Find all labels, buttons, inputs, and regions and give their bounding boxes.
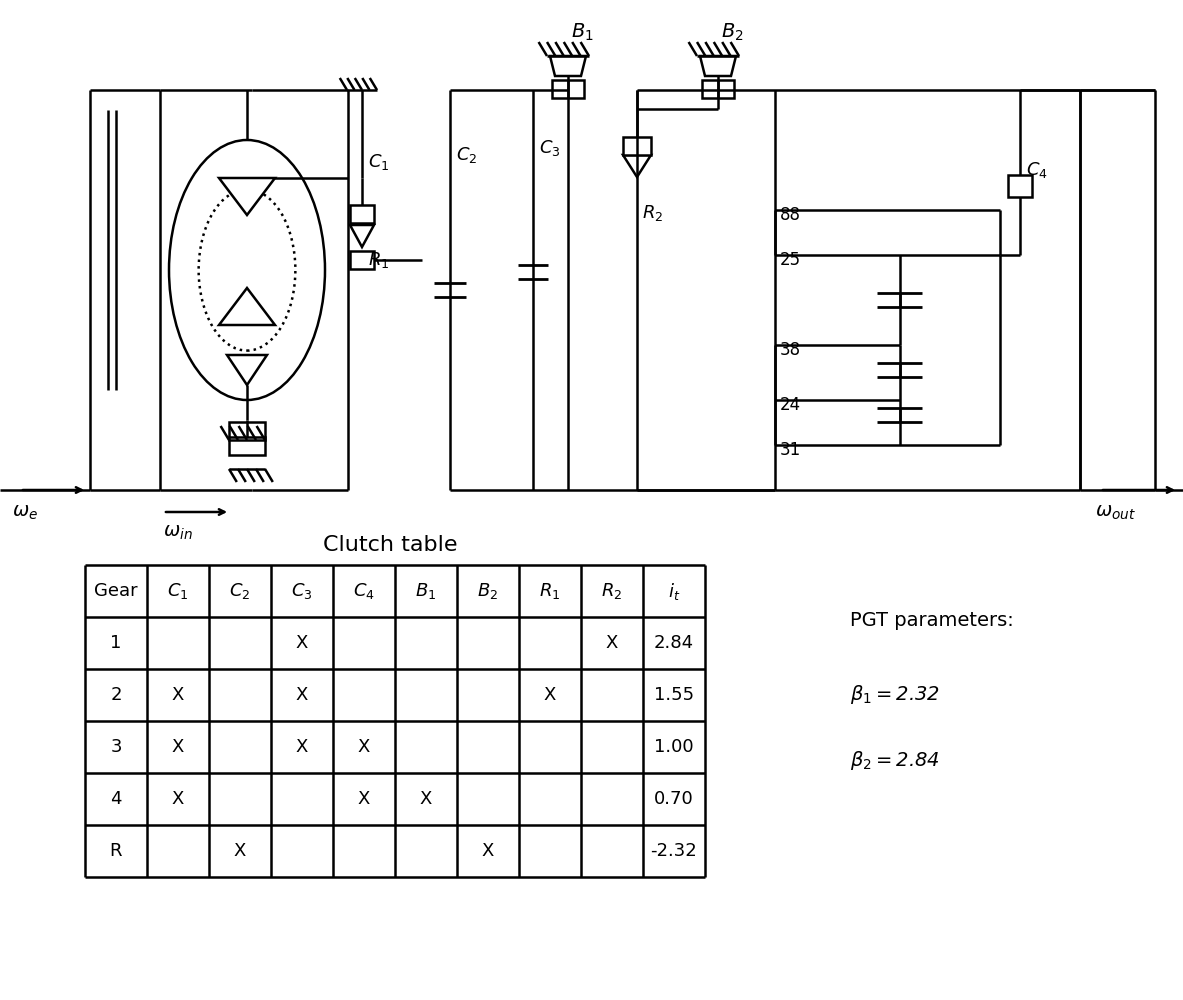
Text: $C_2$: $C_2$ bbox=[455, 145, 477, 165]
Polygon shape bbox=[550, 56, 586, 76]
Text: $B_1$: $B_1$ bbox=[571, 21, 594, 43]
Text: $R_1$: $R_1$ bbox=[368, 250, 389, 270]
Text: X: X bbox=[172, 790, 185, 808]
Text: $\beta_2$ = 2.84: $\beta_2$ = 2.84 bbox=[851, 748, 939, 772]
Text: 3: 3 bbox=[110, 738, 122, 756]
Text: 1.55: 1.55 bbox=[654, 686, 694, 704]
Text: X: X bbox=[606, 634, 619, 652]
Text: $B_1$: $B_1$ bbox=[415, 581, 437, 601]
Text: 38: 38 bbox=[780, 341, 801, 359]
Text: PGT parameters:: PGT parameters: bbox=[851, 610, 1014, 630]
Text: $C_4$: $C_4$ bbox=[1026, 160, 1048, 180]
Text: Gear: Gear bbox=[95, 582, 137, 600]
Polygon shape bbox=[219, 178, 274, 215]
Bar bbox=[702, 80, 733, 98]
Text: $C_1$: $C_1$ bbox=[368, 152, 389, 172]
Text: R: R bbox=[110, 842, 122, 860]
Polygon shape bbox=[350, 225, 374, 247]
Text: $\omega_e$: $\omega_e$ bbox=[12, 502, 38, 522]
Text: 1.00: 1.00 bbox=[654, 738, 693, 756]
Text: 24: 24 bbox=[780, 396, 801, 414]
Bar bbox=[350, 205, 374, 223]
Polygon shape bbox=[623, 155, 651, 177]
Text: $R_1$: $R_1$ bbox=[539, 581, 561, 601]
Text: $B_2$: $B_2$ bbox=[720, 21, 744, 43]
Text: $\beta_1$ = 2.32: $\beta_1$ = 2.32 bbox=[851, 684, 940, 706]
Bar bbox=[230, 422, 265, 440]
Text: 0.70: 0.70 bbox=[654, 790, 694, 808]
Text: $\omega_{out}$: $\omega_{out}$ bbox=[1095, 502, 1136, 522]
Text: $C_1$: $C_1$ bbox=[167, 581, 189, 601]
Text: $R_2$: $R_2$ bbox=[642, 203, 664, 223]
Text: $\omega_{in}$: $\omega_{in}$ bbox=[163, 522, 193, 542]
Bar bbox=[350, 251, 374, 269]
Text: 31: 31 bbox=[780, 441, 801, 459]
Text: X: X bbox=[296, 738, 309, 756]
Text: $C_3$: $C_3$ bbox=[291, 581, 312, 601]
Text: $R_2$: $R_2$ bbox=[601, 581, 622, 601]
Text: 1: 1 bbox=[110, 634, 122, 652]
Bar bbox=[230, 437, 265, 455]
Text: X: X bbox=[481, 842, 494, 860]
Text: $C_3$: $C_3$ bbox=[539, 138, 561, 158]
Text: X: X bbox=[357, 790, 370, 808]
Text: -2.32: -2.32 bbox=[651, 842, 697, 860]
Text: $i_t$: $i_t$ bbox=[668, 580, 680, 601]
Text: $B_2$: $B_2$ bbox=[478, 581, 498, 601]
Text: X: X bbox=[296, 686, 309, 704]
Text: X: X bbox=[420, 790, 432, 808]
Text: 88: 88 bbox=[780, 206, 801, 224]
Text: 25: 25 bbox=[780, 251, 801, 269]
Polygon shape bbox=[227, 355, 267, 385]
Text: 2: 2 bbox=[110, 686, 122, 704]
Bar bbox=[1008, 175, 1032, 197]
Text: X: X bbox=[172, 686, 185, 704]
Text: 2.84: 2.84 bbox=[654, 634, 694, 652]
Text: X: X bbox=[357, 738, 370, 756]
Bar bbox=[552, 80, 584, 98]
Text: 4: 4 bbox=[110, 790, 122, 808]
Text: X: X bbox=[296, 634, 309, 652]
Text: $C_4$: $C_4$ bbox=[353, 581, 375, 601]
Text: X: X bbox=[234, 842, 246, 860]
Ellipse shape bbox=[169, 140, 325, 400]
Text: X: X bbox=[544, 686, 556, 704]
Bar bbox=[623, 137, 651, 155]
Polygon shape bbox=[700, 56, 736, 76]
Text: Clutch table: Clutch table bbox=[323, 535, 458, 555]
Text: $C_2$: $C_2$ bbox=[230, 581, 251, 601]
Text: X: X bbox=[172, 738, 185, 756]
Polygon shape bbox=[219, 288, 274, 325]
